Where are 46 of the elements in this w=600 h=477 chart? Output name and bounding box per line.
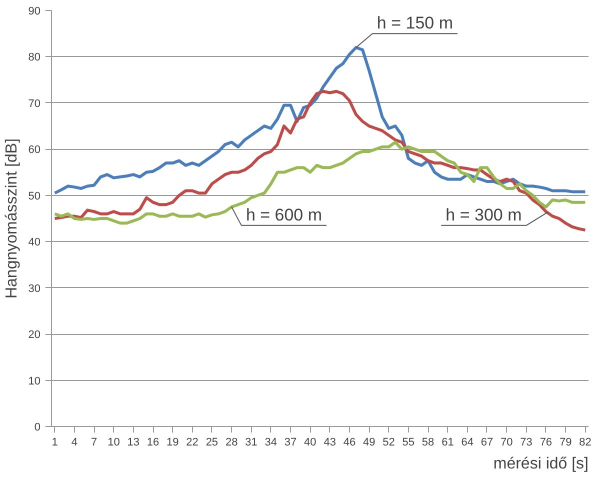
- x-tick-label: 43: [324, 436, 336, 448]
- x-tick-label: 37: [284, 436, 297, 448]
- x-tick-label: 22: [186, 436, 198, 448]
- x-tick-label: 31: [245, 436, 258, 448]
- line-series: [53, 90, 587, 232]
- x-tick-label: 79: [559, 436, 572, 448]
- y-tick-label: 10: [28, 375, 41, 388]
- x-tick-label: 73: [520, 436, 532, 448]
- y-tick-label: 0: [34, 422, 41, 434]
- x-tick-label: 76: [540, 436, 552, 448]
- annotation: h = 150 m: [376, 14, 453, 33]
- x-tick-label: 46: [343, 436, 356, 448]
- y-axis-title: Hangnyomásszint [dB]: [3, 138, 20, 299]
- y-tick-label: 80: [28, 52, 41, 64]
- y-tick-label: 20: [28, 329, 41, 342]
- x-tick-label: 70: [500, 436, 513, 448]
- x-tick-label: 82: [579, 436, 592, 448]
- x-tick-label: 34: [264, 436, 278, 448]
- x-tick-label: 58: [422, 436, 434, 448]
- annotation: h = 600 m: [246, 205, 322, 224]
- x-tick-label: 64: [461, 436, 474, 448]
- x-tick-label: 4: [71, 436, 78, 448]
- y-tick-label: 90: [28, 6, 41, 18]
- x-tick-label: 19: [166, 436, 179, 448]
- line-series: [53, 140, 587, 225]
- y-tick-label: 30: [28, 282, 41, 295]
- x-tick-label: 67: [480, 436, 494, 448]
- x-tick-label: 40: [304, 436, 316, 448]
- x-tick-label: 7: [91, 436, 98, 448]
- x-tick-label: 16: [146, 436, 160, 448]
- x-tick-label: 13: [127, 436, 140, 448]
- x-tick-label: 10: [108, 436, 120, 448]
- y-tick-label: 70: [28, 98, 41, 110]
- line-series: [53, 46, 587, 195]
- x-tick-label: 28: [225, 436, 238, 448]
- x-axis-title: mérési idő [s]: [493, 456, 588, 472]
- y-tick-label: 50: [28, 190, 41, 202]
- x-tick-label: 52: [382, 436, 395, 448]
- annotation: h = 300 m: [446, 205, 522, 224]
- x-tick-label: 1: [52, 436, 58, 448]
- x-tick-label: 55: [402, 436, 415, 448]
- y-tick-label: 40: [28, 236, 41, 249]
- x-tick-label: 49: [363, 436, 376, 448]
- x-tick-label: 25: [206, 436, 218, 448]
- y-tick-label: 60: [28, 144, 41, 156]
- x-tick-label: 61: [442, 436, 454, 448]
